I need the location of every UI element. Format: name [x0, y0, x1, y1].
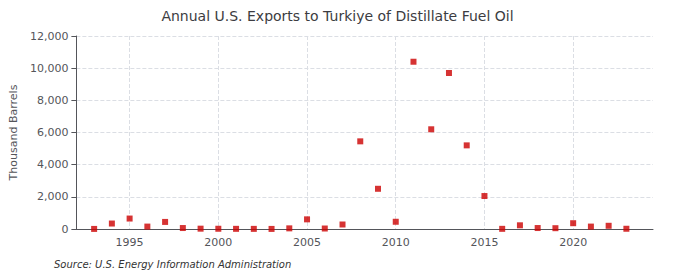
svg-text:1995: 1995	[116, 236, 144, 249]
svg-text:2020: 2020	[559, 236, 587, 249]
svg-text:2010: 2010	[382, 236, 410, 249]
svg-text:0: 0	[61, 223, 68, 236]
svg-text:2005: 2005	[293, 236, 321, 249]
svg-text:6,000: 6,000	[37, 126, 69, 139]
svg-text:2,000: 2,000	[37, 190, 69, 203]
svg-text:8,000: 8,000	[37, 94, 69, 107]
svg-text:Annual U.S. Exports to Turkiye: Annual U.S. Exports to Turkiye of Distil…	[161, 8, 513, 24]
svg-text:10,000: 10,000	[30, 62, 69, 75]
svg-text:4,000: 4,000	[37, 158, 69, 171]
svg-text:2000: 2000	[204, 236, 232, 249]
svg-text:Source: U.S. Energy Informatio: Source: U.S. Energy Information Administ…	[54, 259, 291, 270]
svg-text:Thousand Barrels: Thousand Barrels	[7, 84, 20, 181]
svg-text:12,000: 12,000	[30, 30, 69, 43]
svg-text:2015: 2015	[470, 236, 498, 249]
